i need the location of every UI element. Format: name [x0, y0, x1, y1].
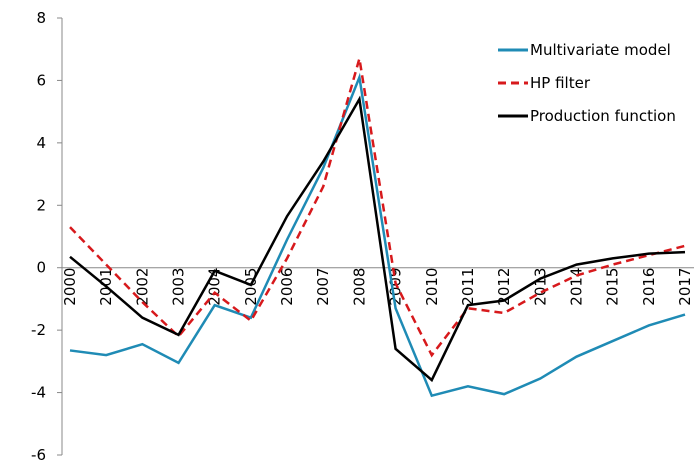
y-tick-label: 8 — [36, 9, 46, 27]
x-tick-label: 2006 — [278, 268, 296, 306]
x-tick-label: 2011 — [459, 268, 477, 306]
y-tick-label: 0 — [36, 259, 46, 277]
x-tick-label: 2013 — [531, 268, 549, 306]
x-tick-label: 2007 — [314, 268, 332, 306]
series-line — [69, 58, 686, 358]
x-tick-label: 2012 — [495, 268, 513, 306]
y-tick-label: 6 — [36, 71, 46, 89]
y-tick-label: 4 — [36, 134, 46, 152]
y-tick-label: -4 — [31, 384, 46, 402]
legend-label: Production function — [530, 107, 676, 125]
x-tick-label: 2002 — [133, 268, 151, 306]
x-tick-label: 2010 — [423, 268, 441, 306]
y-tick-label: 2 — [36, 196, 46, 214]
x-tick-label: 2014 — [567, 268, 585, 306]
legend-label: HP filter — [530, 74, 591, 92]
y-tick-label: -6 — [31, 446, 46, 464]
legend-label: Multivariate model — [530, 41, 671, 59]
x-tick-label: 2008 — [350, 268, 368, 306]
x-tick-label: 2017 — [676, 268, 694, 306]
x-tick-label: 2000 — [61, 268, 79, 306]
y-tick-label: -2 — [31, 321, 46, 339]
x-tick-label: 2015 — [604, 268, 622, 306]
series-line — [69, 72, 686, 398]
series-line — [69, 95, 686, 383]
x-tick-label: 2003 — [170, 268, 188, 306]
x-tick-label: 2016 — [640, 268, 658, 306]
